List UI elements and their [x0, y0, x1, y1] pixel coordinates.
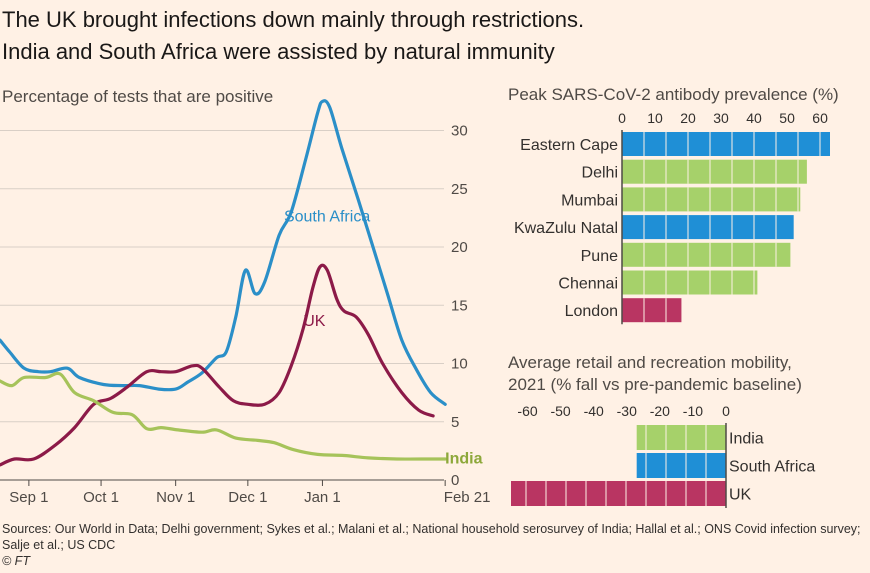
antibody-category-label: Chennai	[558, 276, 618, 293]
mobility-bar-uk	[511, 481, 726, 506]
sources-note: Sources: Our World in Data; Delhi govern…	[2, 521, 862, 569]
antibody-category-label: Eastern Cape	[520, 137, 618, 154]
mobility-category-label: South Africa	[729, 459, 815, 476]
antibody-x-tick-label: 30	[713, 110, 729, 126]
y-tick-label: 25	[451, 181, 468, 198]
mobility-bar-south-africa	[636, 453, 726, 478]
chart-title: The UK brought infections down mainly th…	[2, 4, 862, 68]
series-label-india: India	[445, 451, 482, 468]
y-tick-label: 30	[451, 123, 468, 140]
antibody-bar-london	[622, 298, 682, 323]
mobility-category-label: India	[729, 431, 764, 448]
antibody-x-tick-label: 20	[680, 110, 696, 126]
x-tick-label: Dec 1	[228, 489, 267, 506]
antibody-category-label: Delhi	[582, 165, 618, 182]
series-label-uk: UK	[303, 313, 326, 330]
chart-canvas: Percentage of tests that are positive 0 5 1…	[0, 85, 839, 508]
positivity-line-chart: Percentage of tests that are positive 0 5 1…	[0, 87, 491, 506]
antibody-bar-mumbai	[622, 187, 801, 212]
x-tick-label: Sep 1	[9, 489, 48, 506]
series-label-south-africa: South Africa	[284, 208, 370, 225]
line-chart-subtitle: Percentage of tests that are positive	[2, 87, 273, 106]
x-tick-label: Feb 21	[444, 489, 491, 506]
mobility-x-tick-label: -60	[517, 403, 537, 419]
mobility-x-tick-label: -30	[617, 403, 637, 419]
antibody-bar-chart: Peak SARS-CoV-2 antibody prevalence (%) 0…	[508, 85, 839, 325]
mobility-bar-india	[636, 425, 726, 450]
x-tick-label: Oct 1	[83, 489, 119, 506]
antibody-bar-pune	[622, 242, 791, 267]
mobility-chart-title-line-1: Average retail and recreation mobility,	[508, 353, 792, 372]
antibody-chart-title: Peak SARS-CoV-2 antibody prevalence (%)	[508, 85, 839, 104]
antibody-bar-kwazulu-natal	[622, 215, 794, 240]
sources-text: Sources: Our World in Data; Delhi govern…	[2, 522, 861, 552]
antibody-x-tick-label: 60	[812, 110, 828, 126]
antibody-bar-delhi	[622, 159, 807, 184]
y-tick-label: 0	[451, 472, 459, 489]
antibody-category-label: Mumbai	[561, 192, 618, 209]
mobility-x-tick-label: -40	[584, 403, 604, 419]
ft-credit: © FT	[2, 554, 30, 568]
antibody-x-tick-label: 50	[779, 110, 795, 126]
series-line-south-africa	[0, 99, 447, 406]
mobility-category-label: UK	[729, 487, 752, 504]
antibody-category-label: KwaZulu Natal	[514, 220, 618, 237]
mobility-x-tick-label: -50	[550, 403, 570, 419]
antibody-category-label: London	[565, 303, 618, 320]
mobility-bar-chart: Average retail and recreation mobility, 2…	[508, 353, 815, 508]
antibody-bar-chennai	[622, 270, 758, 295]
y-tick-label: 10	[451, 356, 468, 373]
mobility-x-tick-label: -20	[650, 403, 670, 419]
mobility-x-tick-label: -10	[683, 403, 703, 419]
series-line-uk	[0, 263, 435, 467]
x-tick-label: Jan 1	[304, 489, 341, 506]
x-tick-label: Nov 1	[156, 489, 195, 506]
antibody-x-tick-label: 40	[746, 110, 762, 126]
antibody-x-tick-label: 0	[618, 110, 626, 126]
antibody-bar-eastern-cape	[622, 132, 830, 156]
mobility-x-tick-label: 0	[722, 403, 730, 419]
antibody-category-label: Pune	[581, 248, 618, 265]
y-tick-label: 20	[451, 239, 468, 256]
y-tick-label: 15	[451, 297, 468, 314]
title-line-2: India and South Africa were assisted by …	[2, 39, 555, 64]
title-line-1: The UK brought infections down mainly th…	[2, 7, 585, 32]
y-tick-label: 5	[451, 414, 459, 431]
series-line-india	[0, 371, 447, 461]
mobility-chart-title-line-2: 2021 (% fall vs pre-pandemic baseline)	[508, 375, 802, 394]
antibody-x-tick-label: 10	[647, 110, 663, 126]
